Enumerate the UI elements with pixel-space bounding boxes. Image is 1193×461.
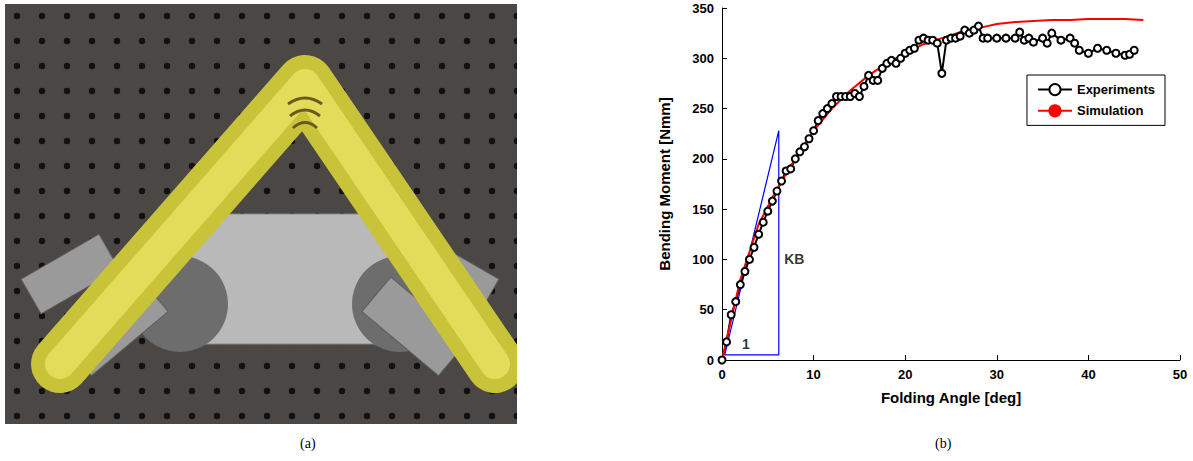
svg-text:1: 1 xyxy=(742,336,750,352)
svg-text:350: 350 xyxy=(692,1,714,16)
svg-text:300: 300 xyxy=(692,51,714,66)
svg-text:10: 10 xyxy=(806,367,820,382)
svg-text:Simulation: Simulation xyxy=(1077,103,1144,118)
svg-text:Bending Moment [Nmm]: Bending Moment [Nmm] xyxy=(656,97,673,270)
svg-text:40: 40 xyxy=(1081,367,1095,382)
svg-text:0: 0 xyxy=(718,367,725,382)
svg-text:Experiments: Experiments xyxy=(1077,82,1155,97)
svg-text:50: 50 xyxy=(1173,367,1187,382)
html-text:(a): (a) xyxy=(300,436,316,451)
svg-text:KB: KB xyxy=(784,251,804,267)
svg-text:50: 50 xyxy=(700,302,714,317)
svg-text:200: 200 xyxy=(692,151,714,166)
html-text:(b): (b) xyxy=(935,436,952,451)
svg-text:150: 150 xyxy=(692,202,714,217)
svg-text:250: 250 xyxy=(692,101,714,116)
svg-text:0: 0 xyxy=(707,353,714,368)
svg-text:20: 20 xyxy=(898,367,912,382)
svg-text:100: 100 xyxy=(692,252,714,267)
svg-text:Folding Angle [deg]: Folding Angle [deg] xyxy=(881,389,1021,406)
svg-text:30: 30 xyxy=(990,367,1004,382)
